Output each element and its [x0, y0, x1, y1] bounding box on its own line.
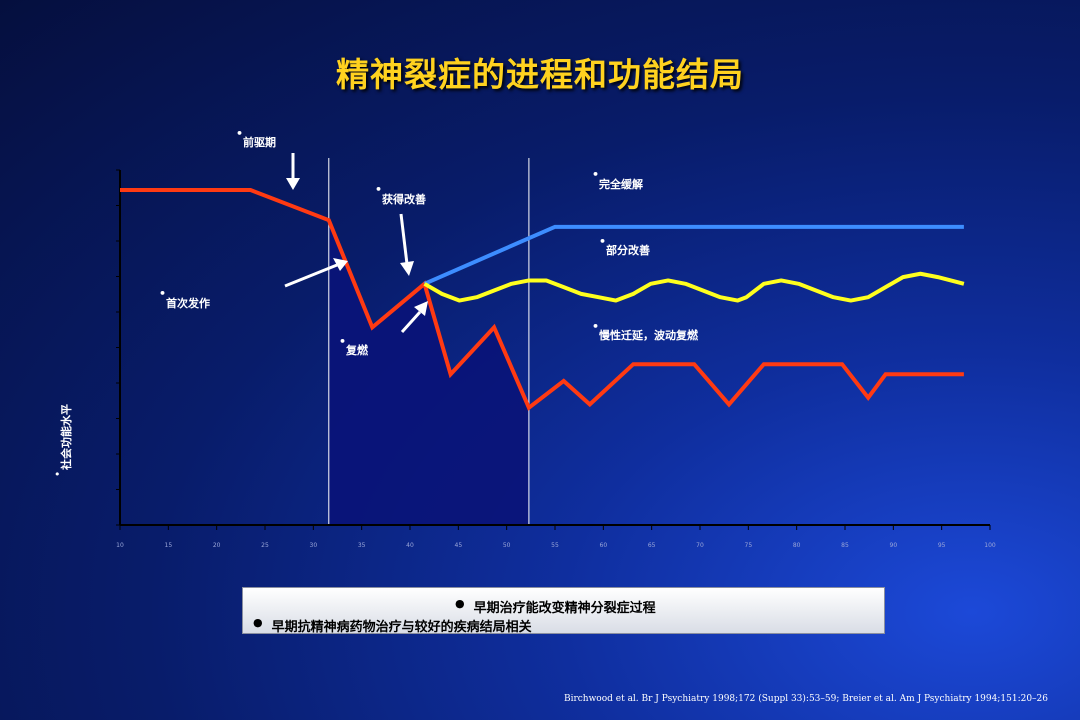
key-point-2-text: 早期抗精神病药物治疗与较好的疾病结局相关 [271, 620, 532, 635]
x-tick-label: 55 [551, 542, 559, 549]
annotation-partial-improvement: 部分改善 [606, 243, 650, 257]
annotation-full-remission: 完全缓解 [599, 177, 643, 191]
series-line-partial-improvement [423, 271, 965, 303]
bullet-dot: • [339, 335, 346, 348]
page-title: 精神裂症的进程和功能结局 [336, 55, 744, 94]
x-tick-label: 20 [213, 542, 221, 549]
x-tick-label: 95 [938, 542, 946, 549]
bullet-dot: • [54, 468, 61, 481]
x-tick-label: 90 [890, 542, 898, 549]
arrow-improvement-icon [399, 213, 414, 276]
x-tick-label: 60 [600, 542, 608, 549]
x-tick-label: 45 [455, 542, 463, 549]
bullet-dot: • [375, 183, 382, 196]
x-tick-label: 80 [793, 542, 801, 549]
x-tick-label: 65 [648, 542, 656, 549]
x-tick-label: 40 [406, 542, 414, 549]
key-point-1: ● 早期治疗能改变精神分裂症过程 [455, 597, 656, 616]
x-tick-label: 70 [696, 542, 704, 549]
annotation-relapse: 复燃 [345, 343, 369, 357]
key-points-box: ● 早期治疗能改变精神分裂症过程 ● 早期抗精神病药物治疗与较好的疾病结局相关 [242, 587, 885, 635]
annotation-prodrome: 前驱期 [243, 135, 276, 149]
bullet-dot: • [592, 168, 599, 181]
annotation-first-episode: 首次发作 [166, 296, 210, 310]
bullet-dot: • [592, 320, 599, 333]
annotation-improvement: 获得改善 [382, 192, 426, 206]
x-tick-label: 100 [984, 542, 996, 549]
bullet-dot: • [159, 287, 166, 300]
x-tick-label: 75 [745, 542, 753, 549]
bullet-dot: • [599, 235, 606, 248]
series-line-full-remission [423, 224, 964, 286]
key-point-2: ● 早期抗精神病药物治疗与较好的疾病结局相关 [253, 616, 532, 635]
x-tick-label: 30 [310, 542, 318, 549]
arrow-prodrome-icon [286, 153, 300, 190]
x-tick-label: 10 [116, 542, 124, 549]
arrow-first-episode-icon [284, 258, 348, 288]
bullet-dot: • [236, 127, 243, 140]
bullet-dot: ● [253, 616, 263, 629]
x-tick-label: 25 [261, 542, 269, 549]
key-point-1-text: 早期治疗能改变精神分裂症过程 [473, 601, 656, 616]
series-line-first-episode [120, 188, 964, 411]
y-axis-label: 社会功能水平 [59, 404, 73, 471]
x-tick-label: 35 [358, 542, 366, 549]
relapse-phase-region [328, 220, 529, 525]
x-tick-label: 50 [503, 542, 511, 549]
annotation-chronic: 慢性迁延，波动复燃 [599, 328, 699, 342]
citation: Birchwood et al. Br J Psychiatry 1998;17… [563, 694, 1048, 704]
arrow-relapse-icon [400, 301, 428, 334]
x-tick-label: 15 [165, 542, 173, 549]
x-tick-label: 85 [841, 542, 849, 549]
bullet-dot: ● [455, 597, 465, 610]
